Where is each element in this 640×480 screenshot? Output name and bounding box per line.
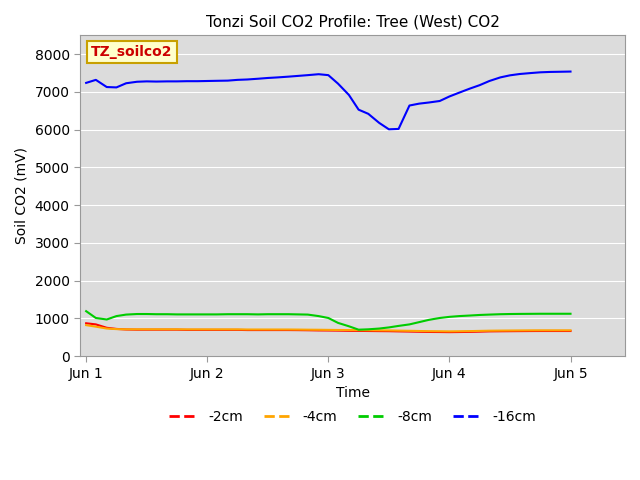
Y-axis label: Soil CO2 (mV): Soil CO2 (mV) (15, 147, 29, 244)
Legend: -2cm, -4cm, -8cm, -16cm: -2cm, -4cm, -8cm, -16cm (164, 405, 541, 430)
X-axis label: Time: Time (335, 386, 369, 400)
Title: Tonzi Soil CO2 Profile: Tree (West) CO2: Tonzi Soil CO2 Profile: Tree (West) CO2 (205, 15, 499, 30)
Text: TZ_soilco2: TZ_soilco2 (91, 45, 173, 59)
